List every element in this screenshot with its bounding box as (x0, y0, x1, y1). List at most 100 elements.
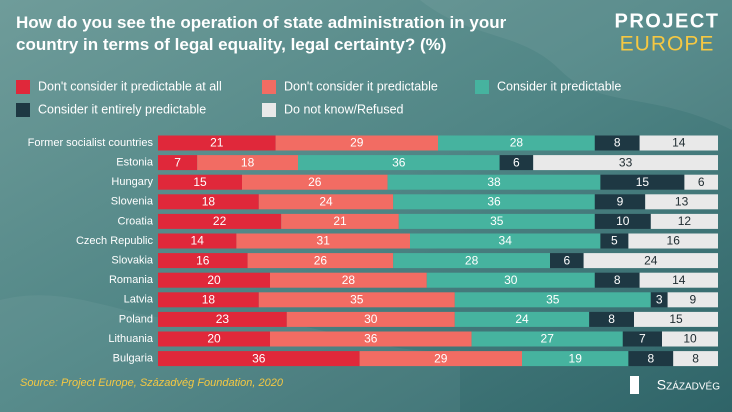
bar-segment (158, 351, 360, 367)
value-label: 3 (656, 292, 663, 306)
bar-segment (158, 292, 259, 308)
value-label: 26 (308, 175, 322, 189)
bar-segment (281, 213, 399, 229)
chart-title: How do you see the operation of state ad… (16, 13, 507, 54)
bar-segment (522, 351, 629, 367)
value-label: 15 (636, 175, 650, 189)
bar-segment (438, 135, 595, 151)
bar-segment (258, 292, 455, 308)
value-label: 36 (392, 155, 406, 169)
bar-segment (158, 213, 282, 229)
legend-label: Consider it predictable (497, 79, 621, 93)
bar-segment (583, 253, 718, 269)
bar-segment (471, 331, 623, 347)
bar-segment (634, 311, 718, 327)
bar-segment (600, 233, 629, 249)
legend-swatch (16, 80, 30, 94)
value-label: 8 (608, 312, 615, 326)
legend-label: Do not know/Refused (284, 102, 404, 116)
bar-segment (270, 331, 472, 347)
legend-swatch (262, 103, 276, 117)
legend-swatch (262, 80, 276, 94)
bar-segment (258, 194, 394, 210)
value-label: 23 (216, 312, 230, 326)
value-label: 8 (692, 351, 699, 365)
value-label: 22 (213, 214, 227, 228)
bar-segment (426, 272, 595, 288)
bar-segment (247, 253, 394, 269)
bar-segment (594, 272, 640, 288)
value-label: 18 (202, 194, 216, 208)
y-tick-label: Lithuania (108, 333, 154, 345)
bar-segment (650, 292, 668, 308)
value-label: 28 (342, 273, 356, 287)
bar-segment (589, 311, 634, 327)
bar-segment (158, 253, 248, 269)
value-label: 28 (510, 136, 524, 150)
value-label: 30 (364, 312, 378, 326)
legend-label: Don't consider it predictable at all (38, 79, 222, 93)
bar-segment (158, 135, 276, 151)
bar-segment (275, 135, 438, 151)
value-label: 35 (490, 214, 504, 228)
bar-segment (158, 194, 259, 210)
bar-segment (242, 174, 388, 190)
value-label: 18 (241, 155, 255, 169)
bar-segment (393, 253, 550, 269)
bar-segment (158, 272, 270, 288)
y-tick-label: Poland (119, 313, 153, 325)
value-label: 14 (672, 136, 686, 150)
y-tick-label: Estonia (116, 157, 154, 169)
bar-segment (236, 233, 410, 249)
value-label: 36 (364, 332, 378, 346)
value-label: 7 (639, 332, 646, 346)
value-label: 15 (669, 312, 683, 326)
bar-segment (398, 213, 595, 229)
value-label: 6 (563, 253, 570, 267)
y-tick-label: Former socialist countries (28, 137, 154, 149)
bar-segment (628, 351, 674, 367)
value-label: 35 (350, 292, 364, 306)
logo-line2: EUROPE (620, 33, 715, 56)
value-label: 33 (619, 155, 633, 169)
bar-segment (387, 174, 601, 190)
value-label: 12 (678, 214, 692, 228)
value-label: 24 (515, 312, 529, 326)
value-label: 20 (207, 332, 221, 346)
value-label: 29 (350, 136, 364, 150)
bar-segment (197, 155, 298, 171)
value-label: 10 (683, 332, 697, 346)
bar-segment (622, 331, 662, 347)
value-label: 10 (616, 214, 630, 228)
bar-segment (684, 174, 718, 190)
bar-segment (550, 253, 584, 269)
value-label: 8 (614, 136, 621, 150)
bar-segment (270, 272, 427, 288)
bar-segment (499, 155, 534, 171)
value-label: 34 (499, 234, 513, 248)
bar-segment (639, 272, 718, 288)
y-tick-label: Slovakia (111, 255, 153, 267)
value-label: 9 (617, 194, 624, 208)
value-label: 15 (193, 175, 207, 189)
value-label: 6 (698, 175, 705, 189)
value-label: 21 (210, 136, 224, 150)
value-label: 8 (614, 273, 621, 287)
bar-segment (673, 351, 718, 367)
legend-swatch (475, 80, 489, 94)
bar-segment (594, 194, 646, 210)
bar-segment (286, 311, 455, 327)
value-label: 27 (541, 332, 555, 346)
value-label: 8 (647, 351, 654, 365)
value-label: 20 (207, 273, 221, 287)
bar-segment (158, 233, 237, 249)
y-tick-label: Romania (109, 274, 154, 286)
value-label: 24 (319, 194, 333, 208)
source: Source: Project Europe, Századvég Founda… (20, 377, 284, 389)
value-label: 19 (569, 351, 583, 365)
value-label: 13 (675, 194, 689, 208)
bar-segment (158, 331, 270, 347)
map-shape (420, 0, 732, 130)
bar-segment (667, 292, 718, 308)
